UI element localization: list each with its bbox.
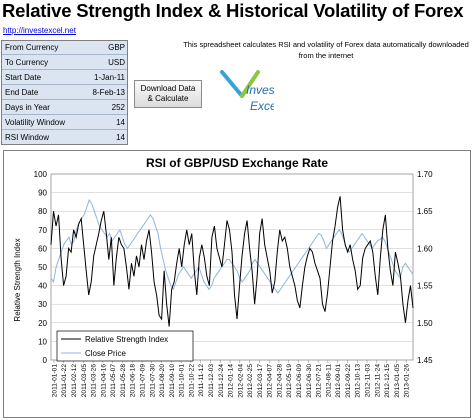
x-tick-label: 2011-08-20 [159, 364, 166, 398]
y-tick-label: 30 [38, 300, 47, 309]
button-label-line1: Download Data [140, 84, 196, 93]
param-value[interactable]: 1-Jan-11 [94, 73, 125, 82]
y2-tick-label: 1.65 [417, 207, 433, 216]
param-value[interactable]: 14 [116, 133, 125, 142]
y-tick-labels: 0 10 20 30 40 50 60 70 80 90 100 [34, 170, 48, 365]
legend-entry-rsi: Relative Strength Index [85, 335, 168, 344]
param-label: Start Date [5, 73, 42, 82]
logo-swoosh-icon [220, 70, 244, 98]
param-label: To Currency [5, 58, 49, 67]
x-tick-label: 2011-07-09 [139, 364, 146, 398]
x-tick-label: 2011-12-24 [218, 364, 225, 398]
param-value[interactable]: GBP [108, 43, 125, 52]
param-row-volatility-window[interactable]: Volatility Window 14 [2, 116, 127, 130]
param-row-start-date[interactable]: Start Date 1-Jan-11 [2, 71, 127, 85]
x-tick-label: 2013-01-05 [394, 364, 401, 398]
y-tick-label: 60 [38, 244, 47, 253]
y-tick-label: 90 [38, 189, 47, 198]
y-tick-label: 40 [38, 282, 47, 291]
param-label: End Date [5, 88, 39, 97]
x-tick-label: 2011-02-12 [71, 364, 78, 398]
x-tick-label: 2013-01-26 [404, 364, 411, 398]
y2-tick-label: 1.55 [417, 282, 433, 291]
x-tick-label: 2012-08-11 [325, 364, 332, 398]
x-tick-label: 2012-12-15 [384, 364, 391, 398]
x-tick-label: 2012-05-19 [286, 364, 293, 398]
param-label: Days in Year [5, 103, 50, 112]
x-tick-label: 2011-11-12 [198, 364, 205, 397]
x-tick-label: 2012-11-24 [374, 364, 381, 398]
logo-text-excel: Excel [250, 99, 274, 113]
button-label-line2: & Calculate [147, 94, 189, 103]
legend-entry-price: Close Price [85, 349, 126, 358]
x-tick-label: 2011-09-10 [169, 364, 176, 398]
logo-arrow-icon [240, 70, 260, 98]
description-text: This spreadsheet calculates RSI and vola… [183, 40, 469, 60]
param-label: Volatility Window [5, 118, 66, 127]
y-tick-label: 80 [38, 207, 47, 216]
param-row-rsi-window[interactable]: RSI Window 14 [2, 131, 127, 144]
y2-tick-label: 1.60 [417, 244, 433, 253]
y2-tick-label: 1.45 [417, 356, 433, 365]
y2-tick-label: 1.70 [417, 170, 433, 179]
x-tick-label: 2011-07-30 [149, 364, 156, 398]
x-tick-label: 2011-10-01 [179, 364, 186, 398]
param-value[interactable]: USD [108, 58, 125, 67]
legend-box [56, 330, 194, 362]
y-tick-label: 10 [38, 337, 47, 346]
x-tick-label: 2012-04-28 [276, 364, 283, 398]
x-tick-label: 2011-12-03 [208, 364, 215, 398]
parameters-table: From Currency GBP To Currency USD Start … [1, 40, 128, 145]
param-row-from-currency[interactable]: From Currency GBP [2, 41, 127, 55]
y-axis-label: Relative Strength Index [13, 238, 22, 321]
y2-tick-label: 1.50 [417, 319, 433, 328]
x-tick-label: 2011-03-05 [81, 364, 88, 398]
download-calculate-button[interactable]: Download Data & Calculate [134, 80, 202, 108]
param-label: RSI Window [5, 133, 50, 142]
x-tick-label: 2011-01-22 [61, 364, 68, 398]
page-title: Relative Strength Index & Historical Vol… [2, 0, 464, 21]
x-tick-label: 2012-10-13 [355, 364, 362, 398]
x-tick-label: 2012-06-09 [296, 364, 303, 398]
y-tick-label: 50 [38, 263, 47, 272]
x-tick-label: 2012-02-04 [237, 364, 244, 398]
x-tick-label: 2012-02-25 [247, 364, 254, 398]
param-row-days-in-year[interactable]: Days in Year 252 [2, 101, 127, 115]
rsi-chart: RSI of GBP/USD Exchange Rate Relative St… [3, 150, 471, 418]
y-tick-label: 0 [43, 356, 48, 365]
param-row-end-date[interactable]: End Date 8-Feb-13 [2, 86, 127, 100]
investexcel-logo: Invest Excel [220, 70, 274, 113]
x-tick-label: 2012-04-07 [267, 364, 274, 398]
x-tick-label: 2011-06-18 [130, 364, 137, 398]
y-tick-label: 100 [34, 170, 48, 179]
y-tick-label: 70 [38, 226, 47, 235]
param-value[interactable]: 8-Feb-13 [92, 88, 125, 97]
x-tick-label: 2011-01-01 [51, 364, 58, 398]
x-tick-label: 2011-04-16 [100, 364, 107, 398]
x-tick-label: 2011-10-22 [188, 364, 195, 398]
x-tick-label: 2012-11-03 [365, 364, 372, 398]
param-value[interactable]: 252 [111, 103, 125, 112]
x-tick-label: 2012-09-22 [345, 364, 352, 398]
x-tick-label: 2012-03-17 [257, 364, 264, 398]
param-value[interactable]: 14 [116, 118, 125, 127]
x-tick-label: 2011-05-07 [110, 364, 117, 398]
y2-tick-labels: 1.45 1.50 1.55 1.60 1.65 1.70 [417, 170, 433, 365]
x-tick-label: 2011-05-28 [120, 364, 127, 398]
x-tick-label: 2012-06-30 [306, 364, 313, 398]
y-tick-label: 20 [38, 319, 47, 328]
x-tick-label: 2012-07-21 [316, 364, 323, 398]
x-tick-labels: 2011-01-01 2011-01-22 2011-02-12 2011-03-05… [51, 360, 411, 398]
website-link[interactable]: http://investexcel.net [3, 26, 76, 35]
chart-title: RSI of GBP/USD Exchange Rate [146, 156, 328, 170]
param-row-to-currency[interactable]: To Currency USD [2, 56, 127, 70]
series-line-rsi [50, 196, 414, 327]
param-label: From Currency [5, 43, 59, 52]
x-tick-label: 2012-01-14 [228, 364, 235, 398]
logo-text-invest: Invest [246, 83, 274, 97]
x-tick-label: 2012-09-01 [335, 364, 342, 398]
grid-lines [50, 173, 414, 361]
x-tick-label: 2011-03-26 [91, 364, 98, 398]
